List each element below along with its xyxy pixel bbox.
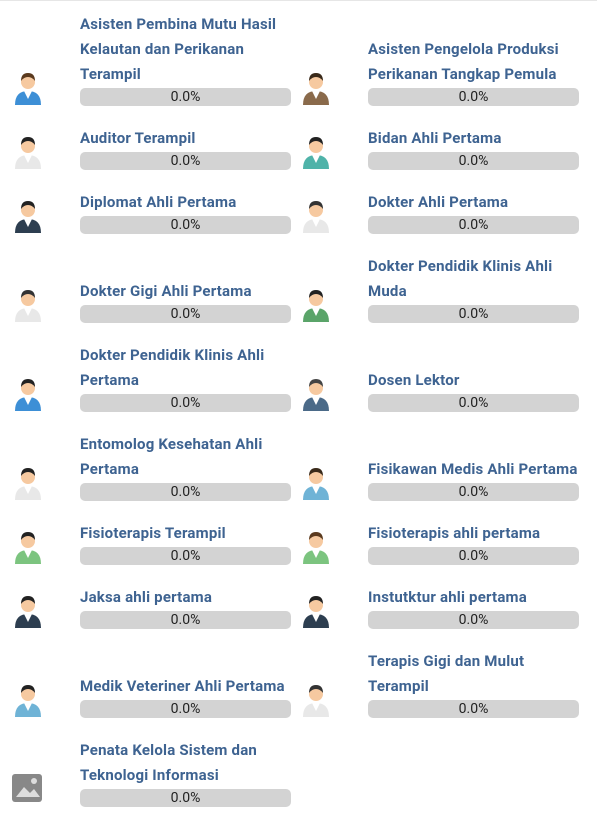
position-title: Bidan Ahli Pertama: [368, 129, 502, 147]
position-content: Fisioterapis Terampil 0.0%: [80, 521, 291, 565]
position-title: Entomolog Kesehatan Ahli Pertama: [80, 435, 263, 478]
position-title: Fisioterapis ahli pertama: [368, 524, 541, 542]
position-icon: [303, 532, 329, 564]
progress-bar: 0.0%: [80, 216, 291, 234]
position-icon: [15, 596, 41, 628]
position-title: Jaksa ahli pertama: [80, 588, 213, 606]
position-content: Jaksa ahli pertama 0.0%: [80, 585, 291, 629]
position-item: Asisten Pembina Mutu Hasil Kelautan dan …: [10, 12, 298, 106]
progress-bar: 0.0%: [368, 547, 579, 565]
progress-bar: 0.0%: [368, 216, 579, 234]
position-title: Asisten Pembina Mutu Hasil Kelautan dan …: [80, 15, 277, 83]
position-item: Fisikawan Medis Ahli Pertama 0.0%: [298, 432, 586, 501]
position-content: Asisten Pengelola Produksi Perikanan Tan…: [368, 37, 579, 106]
position-item: Auditor Terampil 0.0%: [10, 126, 298, 170]
position-icon: [15, 379, 41, 411]
position-icon: [303, 596, 329, 628]
position-icon: [303, 685, 329, 717]
position-icon: [15, 290, 41, 322]
progress-bar: 0.0%: [368, 88, 579, 106]
position-content: Dokter Ahli Pertama 0.0%: [368, 190, 579, 234]
progress-bar: 0.0%: [80, 483, 291, 501]
progress-bar: 0.0%: [80, 789, 291, 807]
position-item: Dokter Pendidik Klinis Ahli Pertama 0.0%: [10, 343, 298, 412]
position-title: Dokter Pendidik Klinis Ahli Muda: [368, 257, 553, 300]
position-content: Instutktur ahli pertama 0.0%: [368, 585, 579, 629]
position-icon: [12, 774, 42, 802]
position-item: Entomolog Kesehatan Ahli Pertama 0.0%: [10, 432, 298, 501]
position-icon: [15, 685, 41, 717]
position-item: Fisioterapis ahli pertama 0.0%: [298, 521, 586, 565]
progress-bar: 0.0%: [368, 305, 579, 323]
position-item: Fisioterapis Terampil 0.0%: [10, 521, 298, 565]
position-item: Jaksa ahli pertama 0.0%: [10, 585, 298, 629]
progress-bar: 0.0%: [368, 483, 579, 501]
position-icon: [303, 290, 329, 322]
position-item: Instutktur ahli pertama 0.0%: [298, 585, 586, 629]
position-title: Fisikawan Medis Ahli Pertama: [368, 460, 578, 478]
position-content: Dokter Pendidik Klinis Ahli Pertama 0.0%: [80, 343, 291, 412]
position-title: Asisten Pengelola Produksi Perikanan Tan…: [368, 40, 559, 83]
progress-bar: 0.0%: [80, 88, 291, 106]
position-icon: [303, 379, 329, 411]
progress-bar: 0.0%: [368, 700, 579, 718]
position-icon: [303, 73, 329, 105]
position-content: Dokter Gigi Ahli Pertama 0.0%: [80, 279, 291, 323]
position-title: Instutktur ahli pertama: [368, 588, 527, 606]
progress-bar: 0.0%: [80, 152, 291, 170]
progress-bar: 0.0%: [80, 394, 291, 412]
position-icon: [15, 468, 41, 500]
position-title: Dokter Gigi Ahli Pertama: [80, 282, 252, 300]
position-item: Terapis Gigi dan Mulut Terampil 0.0%: [298, 649, 586, 718]
position-title: Penata Kelola Sistem dan Teknologi Infor…: [80, 741, 258, 784]
position-title: Medik Veteriner Ahli Pertama: [80, 677, 285, 695]
position-icon: [303, 468, 329, 500]
progress-bar: 0.0%: [80, 700, 291, 718]
position-item: Medik Veteriner Ahli Pertama 0.0%: [10, 649, 298, 718]
position-title: Auditor Terampil: [80, 129, 196, 147]
position-content: Dokter Pendidik Klinis Ahli Muda 0.0%: [368, 254, 579, 323]
position-content: Fisioterapis ahli pertama 0.0%: [368, 521, 579, 565]
position-item: Bidan Ahli Pertama 0.0%: [298, 126, 586, 170]
progress-bar: 0.0%: [80, 547, 291, 565]
position-content: Dosen Lektor 0.0%: [368, 368, 579, 412]
position-title: Terapis Gigi dan Mulut Terampil: [368, 652, 525, 695]
position-title: Dokter Ahli Pertama: [368, 193, 509, 211]
position-item: Asisten Pengelola Produksi Perikanan Tan…: [298, 12, 586, 106]
position-content: Terapis Gigi dan Mulut Terampil 0.0%: [368, 649, 579, 718]
position-content: Asisten Pembina Mutu Hasil Kelautan dan …: [80, 12, 291, 106]
progress-bar: 0.0%: [368, 394, 579, 412]
position-title: Fisioterapis Terampil: [80, 524, 226, 542]
position-content: Auditor Terampil 0.0%: [80, 126, 291, 170]
position-item: Dosen Lektor 0.0%: [298, 343, 586, 412]
position-item: Dokter Ahli Pertama 0.0%: [298, 190, 586, 234]
position-item: Dokter Gigi Ahli Pertama 0.0%: [10, 254, 298, 323]
position-content: Bidan Ahli Pertama 0.0%: [368, 126, 579, 170]
position-item: Dokter Pendidik Klinis Ahli Muda 0.0%: [298, 254, 586, 323]
position-content: Fisikawan Medis Ahli Pertama 0.0%: [368, 457, 579, 501]
progress-bar: 0.0%: [368, 611, 579, 629]
position-content: Medik Veteriner Ahli Pertama 0.0%: [80, 674, 291, 718]
position-icon: [303, 137, 329, 169]
position-title: Dokter Pendidik Klinis Ahli Pertama: [80, 346, 265, 389]
position-content: Penata Kelola Sistem dan Teknologi Infor…: [80, 738, 291, 807]
position-icon: [303, 201, 329, 233]
position-content: Diplomat Ahli Pertama 0.0%: [80, 190, 291, 234]
position-item: Diplomat Ahli Pertama 0.0%: [10, 190, 298, 234]
position-item: Penata Kelola Sistem dan Teknologi Infor…: [10, 738, 298, 807]
position-content: Entomolog Kesehatan Ahli Pertama 0.0%: [80, 432, 291, 501]
progress-bar: 0.0%: [368, 152, 579, 170]
progress-bar: 0.0%: [80, 611, 291, 629]
position-icon: [15, 201, 41, 233]
progress-bar: 0.0%: [80, 305, 291, 323]
position-title: Dosen Lektor: [368, 371, 460, 389]
position-title: Diplomat Ahli Pertama: [80, 193, 237, 211]
position-icon: [15, 73, 41, 105]
position-icon: [15, 532, 41, 564]
position-icon: [15, 137, 41, 169]
